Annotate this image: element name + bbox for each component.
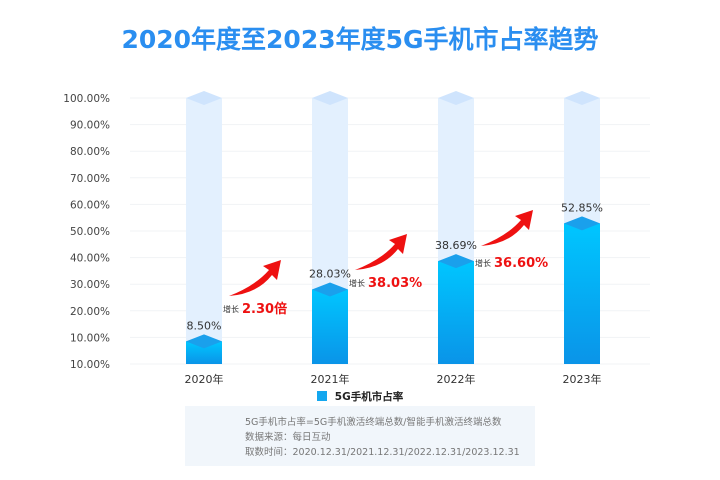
legend-swatch: [316, 391, 327, 401]
background-bar-top: [186, 91, 222, 105]
y-tick-label: 10.00%: [70, 332, 110, 344]
background-bar-top: [438, 91, 474, 105]
background-bar: [186, 98, 222, 364]
y-tick-label: 40.00%: [70, 253, 110, 265]
bar-top: [186, 334, 222, 349]
y-tick-label: 20.00%: [70, 306, 110, 318]
bar: [438, 261, 474, 364]
y-tick-label: 10.00%: [70, 359, 110, 371]
y-tick-label: 60.00%: [70, 199, 110, 211]
background-bar-top: [312, 91, 348, 105]
x-tick-label: 2022年: [437, 372, 476, 386]
growth-value: 36.60%: [494, 256, 548, 271]
bar-top: [564, 216, 600, 231]
growth-prefix: 增长: [349, 278, 365, 288]
bar-top: [312, 282, 348, 297]
note-date: 取数时间：2020.12.31/2021.12.31/2022.12.31/20…: [245, 447, 520, 458]
growth-value: 2.30倍: [242, 301, 287, 317]
note-formula: 5G手机市占率=5G手机激活终端总数/智能手机激活终端总数: [245, 417, 502, 428]
growth-arrow-icon: [229, 260, 281, 296]
data-label: 28.03%: [309, 267, 351, 280]
legend: 5G手机市占率: [0, 389, 720, 404]
y-tick-label: 80.00%: [70, 146, 110, 158]
growth-prefix: 增长: [223, 304, 239, 314]
growth-arrow-icon: [481, 210, 533, 246]
x-tick-label: 2020年: [185, 372, 224, 386]
notes-box: 5G手机市占率=5G手机激活终端总数/智能手机激活终端总数 数据来源：每日互动 …: [185, 406, 535, 466]
x-tick-label: 2023年: [563, 372, 602, 386]
y-tick-label: 100.00%: [63, 93, 110, 105]
y-tick-label: 50.00%: [70, 226, 110, 238]
y-tick-label: 30.00%: [70, 279, 110, 291]
data-label: 8.50%: [187, 319, 222, 332]
data-label: 52.85%: [561, 201, 603, 214]
note-source: 数据来源：每日互动: [245, 432, 331, 443]
growth-arrow-icon: [355, 234, 407, 270]
legend-label: 5G手机市占率: [334, 391, 404, 403]
bar: [312, 289, 348, 364]
bar: [564, 223, 600, 364]
x-tick-label: 2021年: [311, 372, 350, 386]
data-label: 38.69%: [435, 239, 477, 252]
background-bar-top: [564, 91, 600, 105]
chart-title: 2020年度至2023年度5G手机市占率趋势: [121, 25, 599, 54]
growth-prefix: 增长: [475, 258, 491, 268]
growth-value: 38.03%: [368, 276, 422, 291]
y-tick-label: 70.00%: [70, 173, 110, 185]
y-tick-label: 90.00%: [70, 120, 110, 132]
bar-top: [438, 254, 474, 269]
bar: [186, 341, 222, 364]
